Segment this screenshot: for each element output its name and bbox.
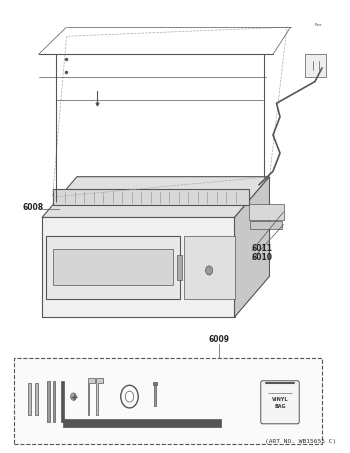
Bar (184, 236, 234, 299)
Bar (250, 221, 282, 229)
Text: (ART NO. WB15655 C): (ART NO. WB15655 C) (265, 439, 336, 444)
Text: 6010: 6010 (252, 253, 273, 261)
Bar (52, 189, 248, 205)
FancyBboxPatch shape (261, 381, 299, 424)
Text: 6011: 6011 (252, 244, 273, 252)
Bar (46, 236, 180, 299)
Text: 6009: 6009 (208, 335, 229, 344)
Bar (63, 419, 220, 427)
FancyBboxPatch shape (14, 358, 322, 444)
Polygon shape (234, 177, 270, 317)
Text: 6008: 6008 (23, 203, 44, 212)
Bar (153, 381, 157, 385)
Bar (61, 381, 64, 421)
Text: Pwr: Pwr (315, 23, 323, 27)
Text: BAG: BAG (274, 405, 286, 410)
Text: VINYL: VINYL (272, 397, 288, 402)
Bar (154, 383, 156, 406)
Circle shape (125, 391, 134, 402)
Polygon shape (42, 217, 235, 317)
Bar (248, 204, 284, 220)
Bar (52, 249, 173, 285)
Circle shape (206, 266, 213, 275)
Bar (304, 54, 326, 77)
Bar (177, 255, 182, 280)
Polygon shape (96, 379, 103, 415)
Circle shape (71, 393, 76, 400)
Bar (52, 381, 55, 421)
Polygon shape (42, 177, 270, 217)
Bar (35, 383, 38, 415)
Bar (28, 383, 31, 415)
Bar (47, 381, 50, 421)
Polygon shape (88, 379, 94, 415)
